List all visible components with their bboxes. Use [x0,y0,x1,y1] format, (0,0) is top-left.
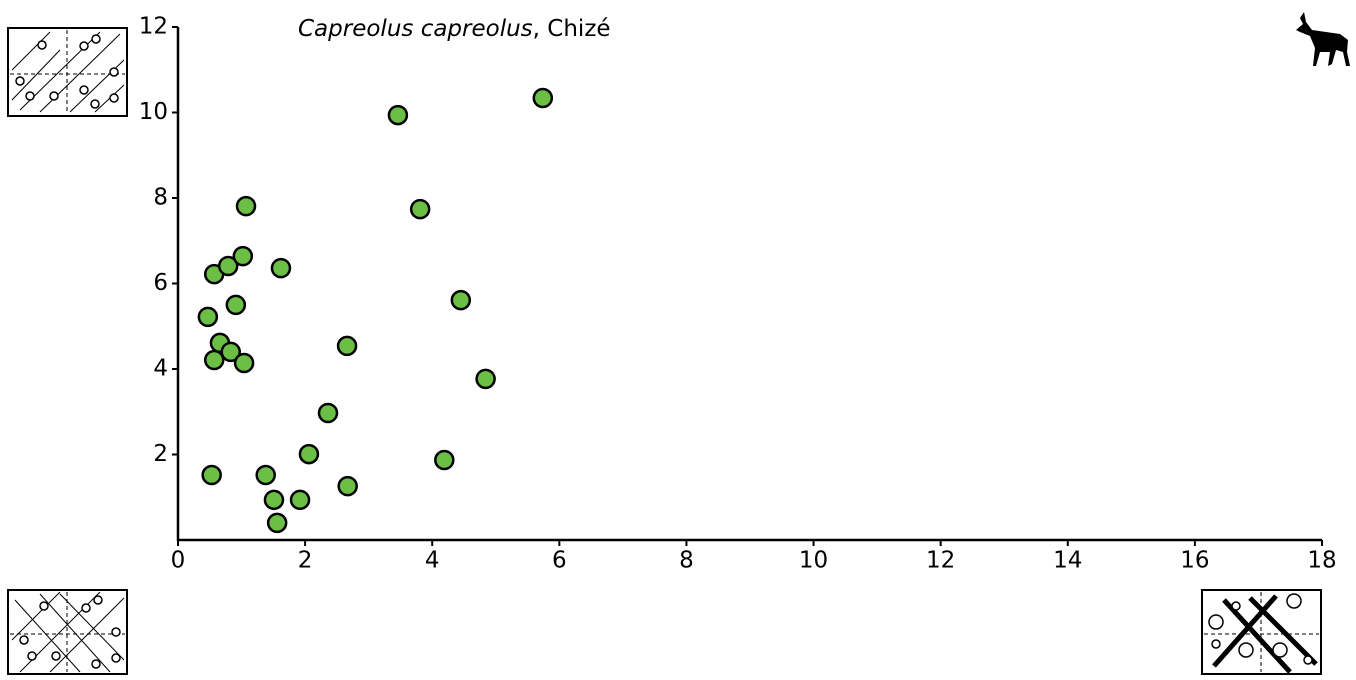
y-tick-label: 12 [139,14,168,40]
x-tick-label: 14 [1053,548,1082,574]
point [220,341,242,363]
point [532,87,554,109]
point [387,104,409,126]
point [434,449,455,471]
x-tick-label: 6 [552,548,567,574]
icon-bottom-right [1201,589,1322,675]
x-tick-label: 12 [926,548,955,574]
point [336,335,358,357]
title-site: , Chizé [533,16,611,42]
y-tick-label: 4 [153,356,168,382]
deer-icon [1296,12,1350,66]
icon-top-left [7,27,128,117]
y-tick-label: 2 [153,441,168,467]
point [263,489,285,511]
point [235,195,257,217]
point [217,255,239,277]
icon-bottom-left [7,589,128,675]
y-tick-label: 10 [139,99,168,125]
x-tick-label: 8 [679,548,694,574]
x-tick-label: 4 [425,548,440,574]
point [225,294,247,316]
point [337,475,358,497]
x-tick-label: 10 [799,548,828,574]
point [317,402,339,424]
point [197,306,219,328]
y-tick-label: 8 [153,185,168,211]
point [203,349,225,371]
chart-title: Capreolus capreolus, Chizé [298,16,611,42]
point [450,289,472,311]
point [475,368,496,390]
point [266,512,288,534]
x-tick-label: 16 [1180,548,1209,574]
point [232,245,254,267]
x-tick-label: 18 [1307,548,1336,574]
point [255,464,276,486]
point [201,464,222,486]
x-tick-label: 2 [298,548,313,574]
point [289,489,311,511]
point [270,257,292,279]
point [298,443,320,465]
title-species: Capreolus capreolus [298,16,533,42]
y-tick-label: 6 [153,270,168,296]
point [233,352,255,374]
x-tick-label: 0 [171,548,186,574]
point [409,198,431,220]
